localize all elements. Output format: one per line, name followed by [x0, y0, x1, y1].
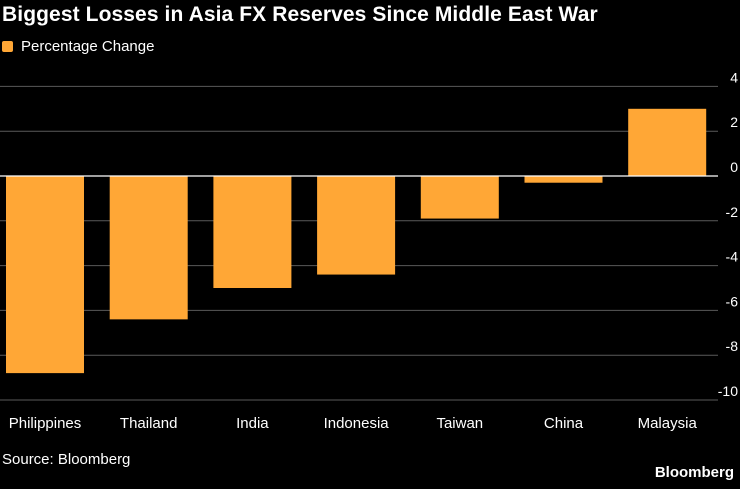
source-note: Source: Bloomberg — [2, 451, 131, 468]
chart-title: Biggest Losses in Asia FX Reserves Since… — [2, 3, 598, 26]
y-tick-label: -10 — [718, 383, 738, 399]
bar — [628, 108, 707, 176]
x-tick-label: Indonesia — [324, 415, 390, 432]
x-tick-label: Philippines — [9, 415, 82, 432]
y-tick-label: 4 — [730, 69, 738, 85]
bar — [524, 176, 603, 183]
y-tick-label: -4 — [726, 249, 739, 265]
x-tick-label: China — [544, 415, 584, 432]
bloomberg-logo: Bloomberg — [654, 464, 734, 481]
bar — [317, 176, 396, 275]
y-tick-label: -6 — [726, 293, 739, 309]
x-tick-label: Taiwan — [436, 415, 483, 432]
bar — [6, 176, 84, 374]
bar — [420, 176, 499, 219]
y-tick-label: -8 — [726, 338, 739, 354]
legend: Percentage Change — [2, 38, 154, 55]
x-tick-label: Malaysia — [638, 415, 698, 432]
bar — [213, 176, 292, 288]
legend-label: Percentage Change — [21, 38, 155, 55]
legend-swatch — [2, 41, 13, 52]
x-tick-label: Thailand — [120, 415, 178, 432]
y-tick-label: 2 — [730, 114, 738, 130]
y-tick-label: -2 — [726, 204, 739, 220]
x-tick-label: India — [236, 415, 269, 432]
y-tick-label: 0 — [730, 159, 738, 175]
bar — [109, 176, 188, 320]
